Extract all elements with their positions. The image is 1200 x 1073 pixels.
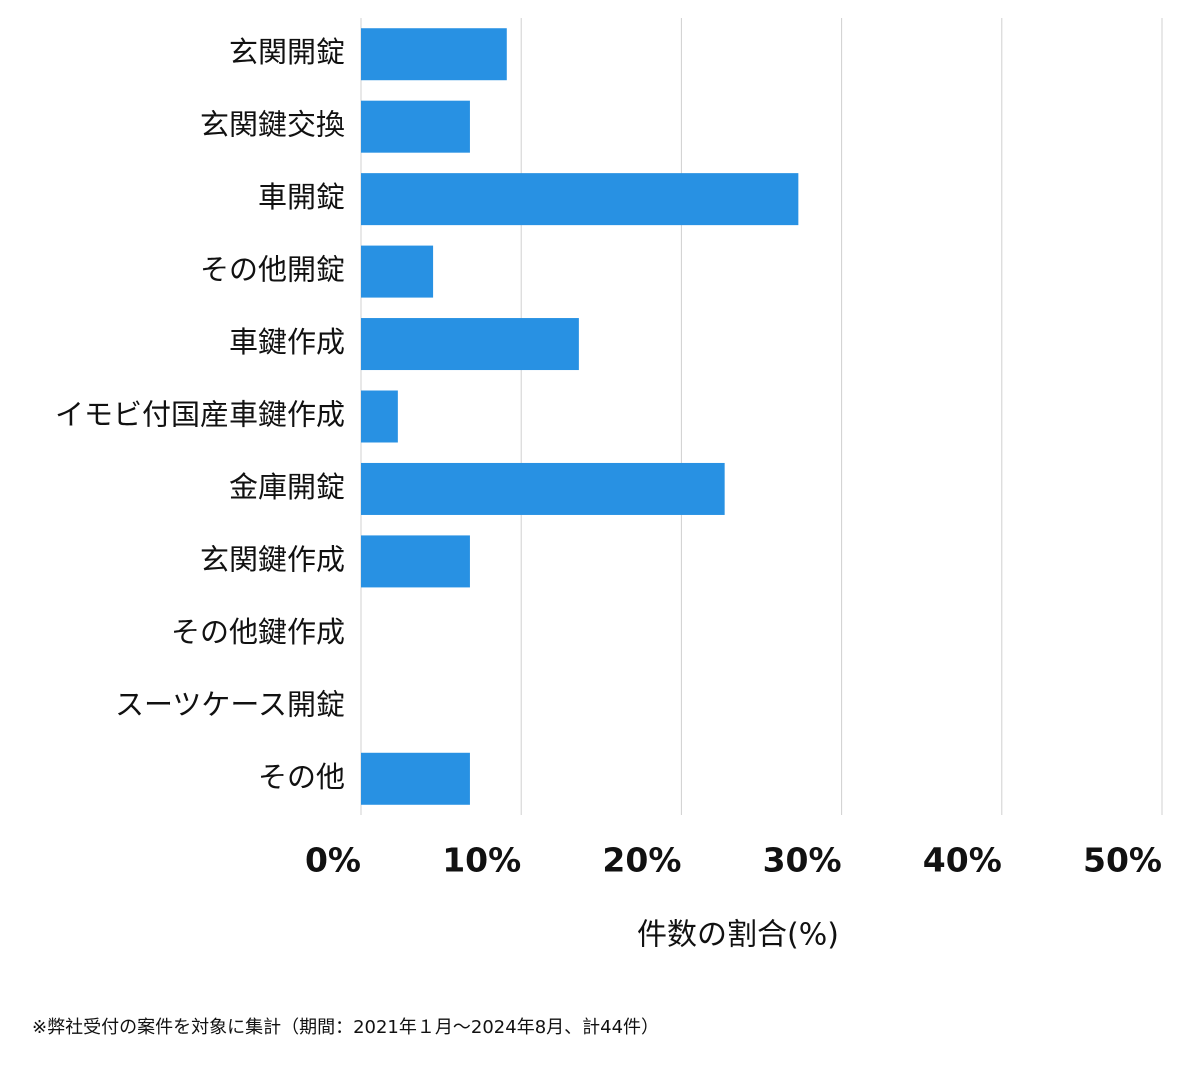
y-tick-label: 玄関鍵作成 (200, 542, 345, 576)
y-tick-label: その他開錠 (200, 253, 345, 287)
y-tick-label: その他 (258, 760, 345, 794)
bar (361, 318, 579, 371)
y-tick-label: 車開錠 (258, 180, 345, 214)
x-tick-label: 0% (305, 841, 361, 880)
bar (361, 390, 398, 443)
x-tick-label: 10% (442, 841, 521, 880)
bar (361, 100, 470, 153)
x-tick-label: 40% (923, 841, 1002, 880)
y-tick-label: イモビ付国産車鍵作成 (55, 398, 345, 432)
y-tick-label: 金庫開錠 (229, 470, 345, 504)
bar (361, 28, 507, 81)
bar (361, 173, 799, 226)
y-tick-label: 車鍵作成 (229, 325, 345, 359)
x-tick-label: 50% (1083, 841, 1162, 880)
bar (361, 245, 434, 298)
x-tick-label: 30% (763, 841, 842, 880)
y-tick-label: 玄関開錠 (229, 35, 345, 69)
bar (361, 535, 470, 588)
x-axis-title: 件数の割合(%) (637, 918, 839, 953)
footnote: ※弊社受付の案件を対象に集計（期間：2021年１月～2024年8月、計44件） (32, 1017, 659, 1038)
bar (361, 462, 725, 515)
x-tick-label: 20% (602, 841, 681, 880)
y-tick-label: スーツケース開錠 (115, 687, 345, 721)
y-tick-label: その他鍵作成 (171, 615, 345, 649)
bar (361, 752, 470, 805)
y-tick-label: 玄関鍵交換 (200, 108, 345, 142)
